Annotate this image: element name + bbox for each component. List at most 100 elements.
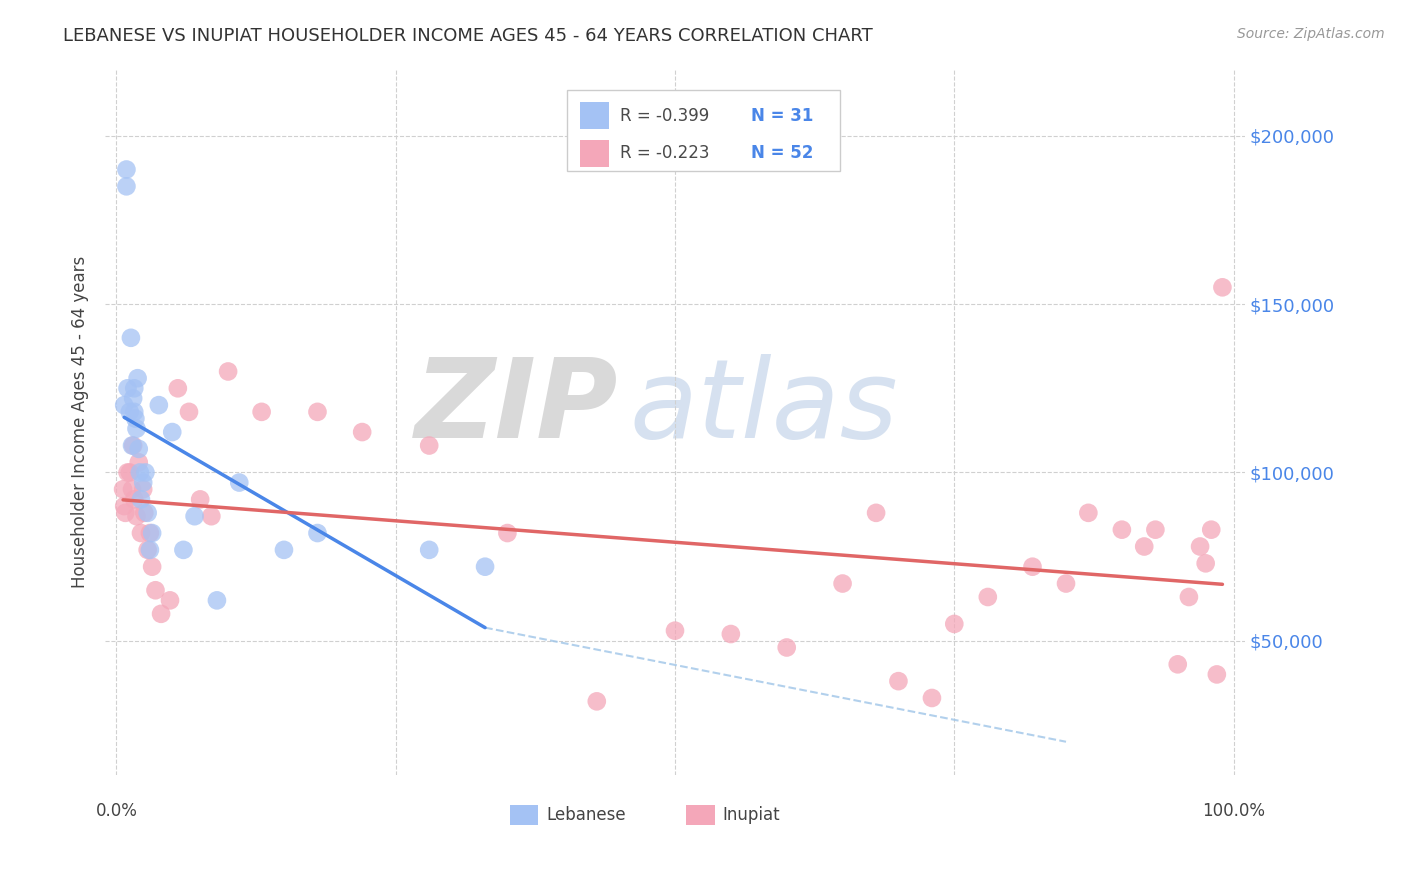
Point bbox=[141, 526, 163, 541]
Point bbox=[139, 526, 162, 541]
Point bbox=[1167, 657, 1189, 672]
Bar bbox=[510, 805, 538, 825]
Point bbox=[122, 405, 145, 419]
Text: 100.0%: 100.0% bbox=[1202, 802, 1265, 821]
Text: 0.0%: 0.0% bbox=[96, 802, 138, 821]
Point bbox=[307, 526, 329, 541]
Point bbox=[145, 583, 167, 598]
Point bbox=[134, 506, 156, 520]
Point bbox=[664, 624, 686, 638]
Text: LEBANESE VS INUPIAT HOUSEHOLDER INCOME AGES 45 - 64 YEARS CORRELATION CHART: LEBANESE VS INUPIAT HOUSEHOLDER INCOME A… bbox=[63, 27, 873, 45]
Point bbox=[141, 559, 163, 574]
Text: R = -0.399: R = -0.399 bbox=[620, 107, 710, 125]
Point bbox=[122, 492, 145, 507]
Point bbox=[1021, 559, 1043, 574]
Point bbox=[129, 526, 152, 541]
Point bbox=[307, 405, 329, 419]
Text: N = 31: N = 31 bbox=[751, 107, 814, 125]
Point bbox=[1077, 506, 1099, 520]
Point bbox=[121, 483, 143, 497]
Point bbox=[1195, 557, 1218, 571]
Point bbox=[200, 509, 222, 524]
Point bbox=[112, 483, 135, 497]
Point bbox=[148, 398, 170, 412]
Point bbox=[121, 438, 143, 452]
Point bbox=[1054, 576, 1077, 591]
Point bbox=[136, 542, 159, 557]
Point bbox=[188, 492, 211, 507]
Text: Lebanese: Lebanese bbox=[546, 806, 626, 824]
Point bbox=[352, 425, 374, 439]
Point bbox=[418, 542, 440, 557]
Point bbox=[228, 475, 250, 490]
Point bbox=[127, 371, 149, 385]
Y-axis label: Householder Income Ages 45 - 64 years: Householder Income Ages 45 - 64 years bbox=[72, 256, 89, 588]
Point bbox=[150, 607, 173, 621]
Text: N = 52: N = 52 bbox=[751, 145, 814, 162]
Point bbox=[943, 616, 966, 631]
Point bbox=[474, 559, 496, 574]
Point bbox=[122, 381, 145, 395]
Point bbox=[128, 466, 150, 480]
Point bbox=[1178, 590, 1201, 604]
Point bbox=[112, 499, 135, 513]
Point bbox=[585, 694, 607, 708]
Point bbox=[250, 405, 273, 419]
Point bbox=[921, 690, 943, 705]
Point bbox=[159, 593, 181, 607]
Bar bbox=[581, 103, 609, 129]
Point bbox=[166, 381, 188, 395]
Point bbox=[1211, 280, 1233, 294]
Point bbox=[720, 627, 742, 641]
Point bbox=[124, 411, 146, 425]
Point bbox=[139, 542, 162, 557]
Point bbox=[1205, 667, 1227, 681]
Text: atlas: atlas bbox=[630, 354, 898, 461]
Point bbox=[114, 506, 136, 520]
Text: R = -0.223: R = -0.223 bbox=[620, 145, 710, 162]
Point bbox=[1133, 540, 1156, 554]
Point bbox=[118, 405, 141, 419]
Point bbox=[217, 364, 239, 378]
Point bbox=[122, 438, 145, 452]
Point bbox=[128, 442, 150, 456]
Point bbox=[776, 640, 799, 655]
Point bbox=[136, 506, 159, 520]
Point bbox=[120, 331, 142, 345]
Point bbox=[115, 162, 138, 177]
Point bbox=[128, 455, 150, 469]
Point bbox=[129, 492, 152, 507]
Point bbox=[172, 542, 194, 557]
Point bbox=[496, 526, 519, 541]
Text: ZIP: ZIP bbox=[415, 354, 619, 461]
Point bbox=[125, 509, 148, 524]
Bar bbox=[567, 90, 841, 171]
Bar bbox=[581, 140, 609, 167]
Text: Source: ZipAtlas.com: Source: ZipAtlas.com bbox=[1237, 27, 1385, 41]
Point bbox=[887, 674, 910, 689]
Point bbox=[1144, 523, 1167, 537]
Point bbox=[112, 398, 135, 412]
Point bbox=[977, 590, 1000, 604]
Point bbox=[118, 466, 141, 480]
Point bbox=[205, 593, 228, 607]
Point bbox=[831, 576, 853, 591]
Point bbox=[183, 509, 205, 524]
Point bbox=[1111, 523, 1133, 537]
Point bbox=[117, 381, 139, 395]
Point bbox=[162, 425, 184, 439]
Text: Inupiat: Inupiat bbox=[723, 806, 780, 824]
Point bbox=[134, 466, 156, 480]
Point bbox=[132, 475, 155, 490]
Point bbox=[1189, 540, 1212, 554]
Point bbox=[865, 506, 887, 520]
Point bbox=[122, 392, 145, 406]
Point bbox=[418, 438, 440, 452]
Point bbox=[115, 179, 138, 194]
Point bbox=[117, 466, 139, 480]
Point bbox=[1199, 523, 1222, 537]
Point bbox=[132, 483, 155, 497]
Point bbox=[177, 405, 200, 419]
Bar bbox=[686, 805, 714, 825]
Point bbox=[273, 542, 295, 557]
